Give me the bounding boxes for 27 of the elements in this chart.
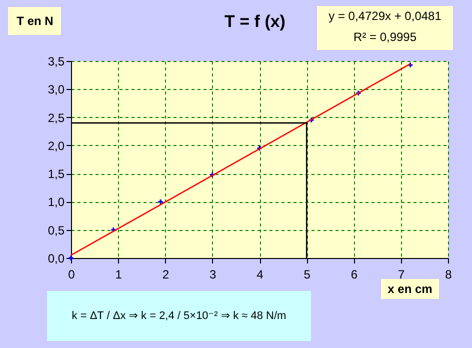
y-tick-label: 1,5 [48,167,65,182]
y-tick-label: 0,5 [48,223,65,238]
point [157,198,164,205]
y-tick-label: 3,0 [48,82,65,97]
x-tick-label: 8 [445,268,452,282]
y-tick-label: 1,0 [48,195,65,210]
x-tick-label: 7 [398,268,406,282]
x-axis-title: x en cm [388,282,432,296]
x-tick-label: 2 [162,268,170,282]
text: y = 0,4729x + 0,0481 [328,9,442,23]
x-tick-label: 3 [210,268,217,282]
x-tick-label: 1 [115,268,122,282]
y-tick-label: 2,0 [48,138,65,153]
x-tick-label: 6 [350,268,358,282]
x-tick-label: 0 [68,268,76,282]
point [256,145,263,152]
y-axis-title: T en N [16,14,54,28]
y-tick-label: 2,5 [48,110,65,125]
chart-title: T = f (x) [224,12,286,31]
text: R² = 0,9995 [353,30,417,44]
point [407,62,414,68]
y-tick-label: 3,5 [48,54,65,68]
x-tick-label: 4 [256,268,264,282]
point [355,90,362,96]
y-tick-label: 0,0 [48,252,65,266]
text: k = ΔT / Δx ⇒ k = 2,4 / 5×10⁻² ⇒ k ≈ 48 N/m [72,310,286,322]
x-tick-label: 5 [304,268,311,282]
